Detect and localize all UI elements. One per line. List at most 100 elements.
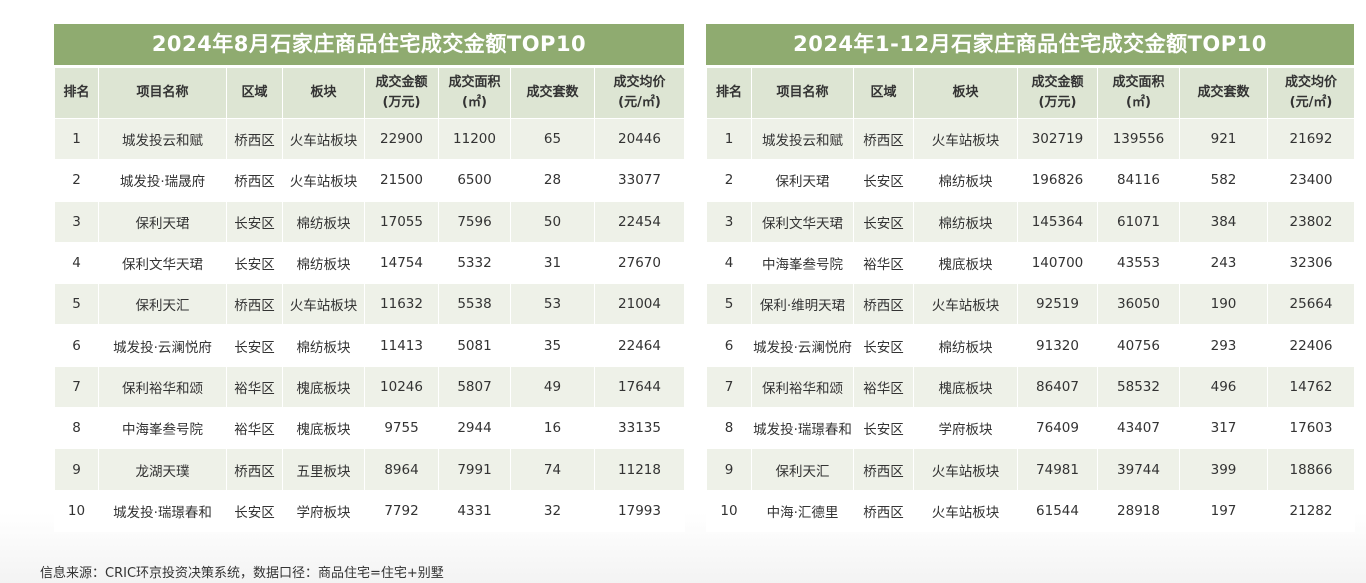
cell-price: 21282: [1267, 489, 1355, 532]
cell-block: 棉纺板块: [282, 241, 365, 285]
header-line: 成交金额: [375, 75, 428, 90]
cell-price: 17993: [594, 489, 685, 532]
table-body: 1 城发投云和赋 桥西区 火车站板块 302719 139556 921 21692 2 保利天珺…: [706, 117, 1355, 532]
cell-project: 城发投·云澜悦府: [98, 324, 227, 367]
cell-rank: 9: [706, 448, 752, 491]
cell-units: 53: [510, 283, 595, 326]
cell-block: 棉纺板块: [913, 200, 1018, 243]
cell-units: 65: [510, 117, 595, 161]
cell-amount: 8964: [364, 448, 439, 491]
header-unit: (㎡): [1126, 95, 1151, 110]
cell-amount: 10246: [364, 365, 439, 409]
cell-block: 五里板块: [282, 448, 365, 491]
cell-block: 学府板块: [282, 489, 365, 532]
cell-district: 桥西区: [853, 117, 914, 161]
cell-rank: 8: [706, 407, 752, 450]
cell-amount: 11632: [364, 283, 439, 326]
table-row: 10 城发投·瑞璟春和 长安区 学府板块 7792 4331 32 17993: [54, 489, 685, 532]
cell-block: 棉纺板块: [282, 200, 365, 243]
cell-units: 317: [1179, 407, 1268, 450]
cell-price: 21692: [1267, 117, 1355, 161]
cell-area: 84116: [1097, 159, 1180, 202]
col-header-units: 成交套数: [510, 67, 595, 119]
cell-district: 桥西区: [226, 448, 283, 491]
cell-price: 23802: [1267, 200, 1355, 243]
cell-rank: 2: [706, 159, 752, 202]
cell-area: 43553: [1097, 241, 1180, 285]
col-header-amount: 成交金额 (万元): [364, 67, 439, 119]
cell-amount: 22900: [364, 117, 439, 161]
cell-amount: 76409: [1017, 407, 1098, 450]
header-unit: (万元): [1038, 95, 1077, 110]
cell-units: 35: [510, 324, 595, 367]
cell-rank: 7: [706, 365, 752, 409]
header-row: 排名 项目名称 区域 板块 成交金额 (万元) 成交面积 (㎡) 成交套数 成交均价…: [54, 67, 685, 119]
monthly-top10-table: 2024年8月石家庄商品住宅成交金额TOP10 排名 项目名称 区域 板块 成交…: [54, 24, 685, 532]
cell-amount: 91320: [1017, 324, 1098, 367]
table-row: 5 保利·维明天珺 桥西区 火车站板块 92519 36050 190 25664: [706, 283, 1355, 326]
cell-price: 17644: [594, 365, 685, 409]
cell-amount: 86407: [1017, 365, 1098, 409]
col-header-amount: 成交金额 (万元): [1017, 67, 1098, 119]
cell-amount: 7792: [364, 489, 439, 532]
col-header-block: 板块: [282, 67, 365, 119]
cell-project: 城发投·瑞璟春和: [98, 489, 227, 532]
table-row: 4 保利文华天珺 长安区 棉纺板块 14754 5332 31 27670: [54, 241, 685, 285]
cell-block: 棉纺板块: [282, 324, 365, 367]
cell-units: 384: [1179, 200, 1268, 243]
cell-project: 城发投·瑞晟府: [98, 159, 227, 202]
cell-project: 保利天汇: [98, 283, 227, 326]
cell-units: 50: [510, 200, 595, 243]
cell-price: 27670: [594, 241, 685, 285]
cell-district: 长安区: [853, 200, 914, 243]
cell-amount: 92519: [1017, 283, 1098, 326]
cell-project: 保利天珺: [751, 159, 854, 202]
cell-district: 裕华区: [853, 365, 914, 409]
cell-price: 33135: [594, 407, 685, 450]
cell-area: 7991: [438, 448, 511, 491]
cell-rank: 4: [706, 241, 752, 285]
cell-project: 中海峯叁号院: [98, 407, 227, 450]
table-row: 9 龙湖天璞 桥西区 五里板块 8964 7991 74 11218: [54, 448, 685, 491]
cell-amount: 11413: [364, 324, 439, 367]
cell-area: 39744: [1097, 448, 1180, 491]
cell-area: 61071: [1097, 200, 1180, 243]
cell-project: 中海峯叁号院: [751, 241, 854, 285]
cell-amount: 61544: [1017, 489, 1098, 532]
table-row: 6 城发投·云澜悦府 长安区 棉纺板块 91320 40756 293 22406: [706, 324, 1355, 367]
cell-rank: 2: [54, 159, 99, 202]
col-header-area: 成交面积 (㎡): [438, 67, 511, 119]
cell-amount: 196826: [1017, 159, 1098, 202]
cell-units: 31: [510, 241, 595, 285]
table-title: 2024年1-12月石家庄商品住宅成交金额TOP10: [706, 24, 1354, 67]
cell-project: 龙湖天璞: [98, 448, 227, 491]
cell-units: 28: [510, 159, 595, 202]
table-row: 2 城发投·瑞晟府 桥西区 火车站板块 21500 6500 28 33077: [54, 159, 685, 202]
table-title: 2024年8月石家庄商品住宅成交金额TOP10: [54, 24, 684, 67]
cell-block: 火车站板块: [282, 117, 365, 161]
cell-district: 长安区: [226, 324, 283, 367]
cell-amount: 9755: [364, 407, 439, 450]
cell-price: 32306: [1267, 241, 1355, 285]
cell-block: 槐底板块: [282, 365, 365, 409]
col-header-rank: 排名: [54, 67, 99, 119]
header-unit: (元/㎡): [1289, 95, 1333, 110]
cell-project: 中海·汇德里: [751, 489, 854, 532]
cell-block: 火车站板块: [282, 283, 365, 326]
cell-project: 城发投·云澜悦府: [751, 324, 854, 367]
cell-project: 城发投云和赋: [751, 117, 854, 161]
cell-units: 32: [510, 489, 595, 532]
cell-area: 43407: [1097, 407, 1180, 450]
cell-price: 21004: [594, 283, 685, 326]
cell-block: 学府板块: [913, 407, 1018, 450]
cell-units: 496: [1179, 365, 1268, 409]
col-header-area: 成交面积 (㎡): [1097, 67, 1180, 119]
col-header-project: 项目名称: [751, 67, 854, 119]
col-header-project: 项目名称: [98, 67, 227, 119]
table-row: 5 保利天汇 桥西区 火车站板块 11632 5538 53 21004: [54, 283, 685, 326]
cell-area: 58532: [1097, 365, 1180, 409]
cell-rank: 10: [54, 489, 99, 532]
cell-price: 22454: [594, 200, 685, 243]
cell-amount: 140700: [1017, 241, 1098, 285]
cell-area: 4331: [438, 489, 511, 532]
